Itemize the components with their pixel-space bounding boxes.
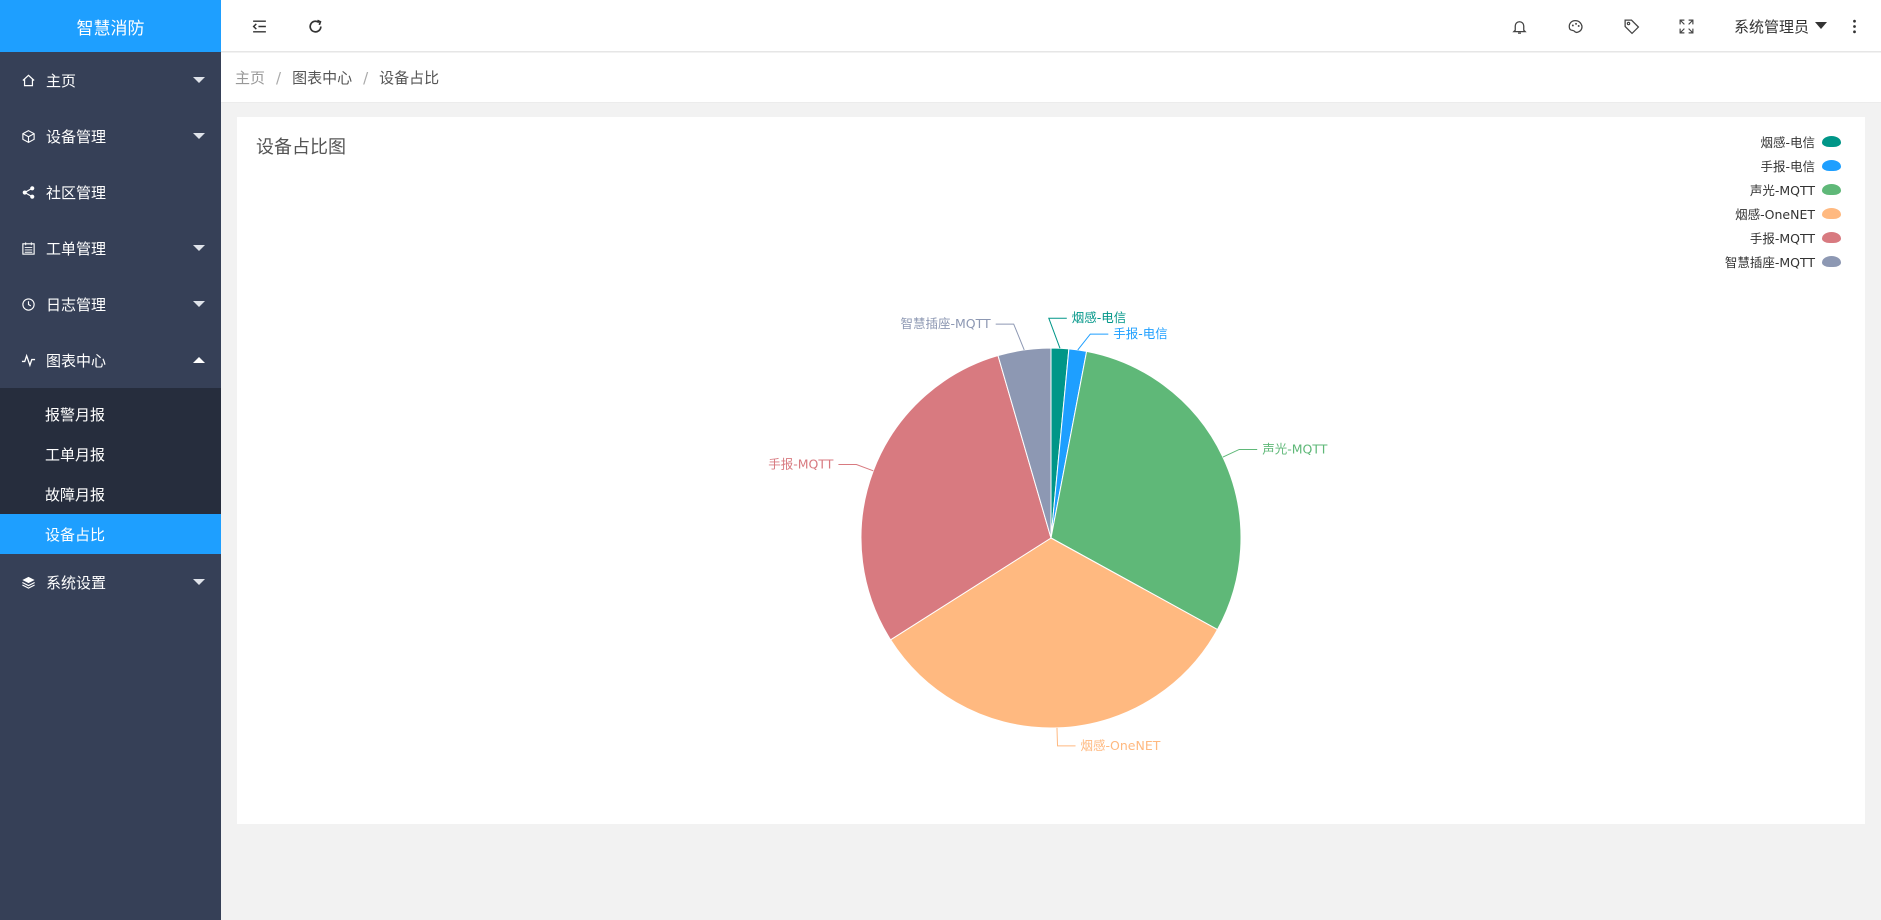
legend-item[interactable]: 烟感-电信 xyxy=(1760,129,1841,153)
chevron-down-icon xyxy=(193,133,205,139)
chevron-down-icon xyxy=(193,579,205,585)
submenu-item-workorder-monthly[interactable]: 工单月报 xyxy=(45,445,106,464)
sidebar-item-settings[interactable]: 系统设置 xyxy=(0,554,221,610)
chevron-down-icon xyxy=(193,77,205,83)
pie-slice[interactable] xyxy=(997,347,1052,539)
cube-icon xyxy=(20,128,36,144)
slice-label: 烟感-OneNET xyxy=(1081,738,1161,753)
sidebar-item-label: 日志管理 xyxy=(46,295,107,314)
charts-submenu: 报警月报 工单月报 故障月报 设备占比 xyxy=(0,388,221,554)
sidebar-item-work-orders[interactable]: 工单管理 xyxy=(0,220,221,276)
legend-swatch xyxy=(1822,135,1841,147)
sidebar-item-label: 系统设置 xyxy=(46,573,107,592)
tag-icon[interactable] xyxy=(1619,14,1643,38)
legend-label: 烟感-电信 xyxy=(1760,134,1815,150)
sidebar-item-home[interactable]: 主页 xyxy=(0,52,221,108)
app-logo[interactable]: 智慧消防 xyxy=(0,0,221,52)
sidebar-item-charts[interactable]: 图表中心 xyxy=(0,332,221,388)
top-header: 系统管理员 xyxy=(221,0,1881,52)
chevron-down-icon xyxy=(1815,22,1828,29)
card-title: 设备占比图 xyxy=(256,137,346,158)
user-menu[interactable]: 系统管理员 xyxy=(1734,16,1828,37)
fullscreen-icon[interactable] xyxy=(1674,14,1698,38)
slice-label: 手报-MQTT xyxy=(768,456,834,471)
clock-icon xyxy=(20,296,36,312)
slice-label: 手报-电信 xyxy=(1113,326,1168,341)
breadcrumb: 主页 / 图表中心 / 设备占比 xyxy=(221,53,1881,103)
sidebar-item-logs[interactable]: 日志管理 xyxy=(0,276,221,332)
label-line xyxy=(1077,333,1109,351)
layers-icon xyxy=(20,574,36,590)
user-name: 系统管理员 xyxy=(1734,18,1810,36)
label-line xyxy=(838,463,874,472)
chevron-down-icon xyxy=(193,245,205,251)
chevron-up-icon xyxy=(193,357,205,363)
breadcrumb-home[interactable]: 主页 xyxy=(235,69,266,87)
palette-icon[interactable] xyxy=(1563,14,1587,38)
chevron-down-icon xyxy=(193,301,205,307)
more-icon[interactable] xyxy=(1842,14,1866,38)
label-line xyxy=(1222,448,1258,458)
sidebar-item-label: 社区管理 xyxy=(46,183,107,202)
legend-item[interactable]: 手报-电信 xyxy=(1760,153,1841,177)
legend-label: 智慧插座-MQTT xyxy=(1724,254,1815,270)
legend-label: 手报-电信 xyxy=(1760,158,1815,174)
refresh-icon[interactable] xyxy=(303,14,327,38)
menu-fold-icon[interactable] xyxy=(247,14,271,38)
slice-label: 智慧插座-MQTT xyxy=(901,316,992,331)
legend-item[interactable]: 声光-MQTT xyxy=(1750,177,1841,201)
slice-label: 声光-MQTT xyxy=(1262,441,1328,456)
label-line xyxy=(995,323,1025,351)
breadcrumb-separator: / xyxy=(276,68,282,87)
submenu-item-fault-monthly[interactable]: 故障月报 xyxy=(45,485,106,504)
slice-label: 烟感-电信 xyxy=(1072,310,1127,325)
legend-swatch xyxy=(1822,159,1841,171)
label-line xyxy=(1056,727,1076,747)
share-icon xyxy=(20,184,36,200)
bell-icon[interactable] xyxy=(1507,14,1531,38)
chart-legend: 烟感-电信手报-电信声光-MQTT 烟感-OneNET 手报-MQTT 智慧插座-MQ… xyxy=(1725,129,1841,273)
submenu-item-alarm-monthly[interactable]: 报警月报 xyxy=(45,405,106,424)
pie-slice[interactable] xyxy=(860,354,1052,641)
sidebar-item-community[interactable]: 社区管理 xyxy=(0,164,221,220)
legend-swatch xyxy=(1822,183,1841,195)
breadcrumb-separator: / xyxy=(363,68,369,87)
pie-slice[interactable] xyxy=(889,537,1219,729)
sidebar: 智慧消防 主页 设备管理 社区管理 工单管理 日志管理 xyxy=(0,0,221,920)
sidebar-item-label: 主页 xyxy=(46,71,77,90)
breadcrumb-current: 设备占比 xyxy=(379,69,440,87)
legend-item[interactable]: 智慧插座-MQTT xyxy=(1725,249,1841,273)
legend-label: 手报-MQTT xyxy=(1749,230,1815,246)
legend-swatch xyxy=(1822,255,1841,267)
legend-swatch xyxy=(1822,207,1841,219)
chart-icon xyxy=(20,352,36,368)
sidebar-item-label: 图表中心 xyxy=(46,351,107,370)
home-icon xyxy=(20,72,36,88)
legend-label: 声光-MQTT xyxy=(1749,182,1815,198)
chart-card: 设备占比图 烟感-电信 手报-电信 声光-MQTT 烟感-OneNET 手报-MQTT 智… xyxy=(237,117,1865,824)
sidebar-item-label: 设备管理 xyxy=(46,127,107,146)
breadcrumb-charts[interactable]: 图表中心 xyxy=(292,69,353,87)
sidebar-item-label: 工单管理 xyxy=(46,239,107,258)
submenu-item-device-ratio[interactable]: 设备占比 xyxy=(0,514,221,554)
legend-item[interactable]: 烟感-OneNET xyxy=(1735,201,1841,225)
label-line xyxy=(1048,317,1067,349)
legend-label: 烟感-OneNET xyxy=(1735,206,1815,222)
sidebar-item-devices[interactable]: 设备管理 xyxy=(0,108,221,164)
calendar-icon xyxy=(20,240,36,256)
legend-swatch xyxy=(1822,231,1841,243)
legend-item[interactable]: 手报-MQTT xyxy=(1750,225,1841,249)
